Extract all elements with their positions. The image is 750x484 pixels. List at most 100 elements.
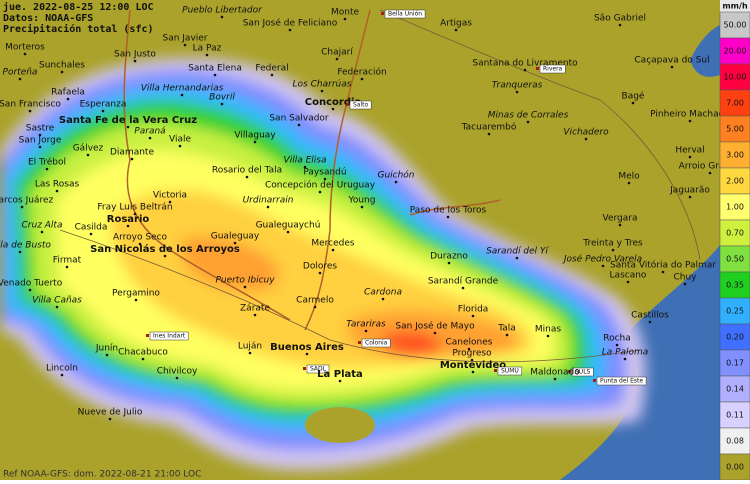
place-dot xyxy=(360,77,364,81)
place-label: Sarandí Grande xyxy=(428,277,499,287)
place-dot xyxy=(318,190,322,194)
place-label: Minas de Corrales xyxy=(488,111,569,121)
place-label: Santa Vitória do Palmar xyxy=(610,260,716,271)
place-dot xyxy=(611,248,615,252)
place-dot xyxy=(141,357,145,361)
place-label: Arroyo Seco xyxy=(113,233,168,243)
legend-label: 0.14 xyxy=(726,385,744,394)
place-dot xyxy=(297,123,301,127)
place-label: Bagé xyxy=(622,91,645,102)
legend-label: 0.11 xyxy=(726,411,744,420)
station-marker xyxy=(358,341,361,344)
place-label: Pergamino xyxy=(112,289,160,299)
place-label: Tacuarembó xyxy=(461,122,517,133)
place-label: San Jorge xyxy=(19,136,62,146)
legend-label: 7.00 xyxy=(726,99,744,108)
station-label: SULS xyxy=(575,369,591,376)
place-label: Florida xyxy=(458,305,489,315)
place-label: Guichón xyxy=(377,170,414,181)
place-label: Lascano xyxy=(610,271,647,281)
place-label: Gualeguay xyxy=(211,232,260,242)
place-label: Castillos xyxy=(631,311,669,321)
place-dot xyxy=(23,52,27,56)
place-dot xyxy=(683,282,687,286)
place-label: Cruz Alta xyxy=(22,221,63,231)
place-dot xyxy=(360,205,364,209)
station-marker xyxy=(494,369,497,372)
legend-swatch xyxy=(719,297,750,325)
place-label: Federal xyxy=(255,64,288,74)
place-dot xyxy=(138,242,142,246)
place-label: Monte xyxy=(331,8,360,18)
place-dot xyxy=(28,109,32,113)
station-label: SUMU xyxy=(501,368,519,375)
station-box xyxy=(361,338,391,348)
legend-swatch xyxy=(719,323,750,351)
place-label: Federación xyxy=(337,67,386,78)
station-marker xyxy=(593,379,596,382)
place-dot xyxy=(286,230,290,234)
legend-swatch xyxy=(719,193,750,221)
place-dot xyxy=(248,351,252,355)
place-dot xyxy=(55,189,59,193)
place-dot xyxy=(526,120,530,124)
footer: Ref NOAA-GFS: dom. 2022-08-21 21:00 LOC xyxy=(3,470,201,480)
legend-unit: mm/h xyxy=(722,2,748,11)
place-dot xyxy=(288,28,292,32)
place-dot xyxy=(183,43,187,47)
place-dot xyxy=(454,28,458,32)
place-dot xyxy=(447,261,451,265)
legend-swatch xyxy=(719,63,750,91)
place-dot xyxy=(65,265,69,269)
place-label: Tala xyxy=(497,324,516,334)
place-dot xyxy=(305,352,309,356)
place-label: Canelones xyxy=(446,338,493,348)
station-marker xyxy=(346,103,349,106)
station-label: Salto xyxy=(353,102,369,109)
place-label: Santa Fe de la Vera Cruz xyxy=(59,115,197,126)
place-label: Porteña xyxy=(3,68,38,78)
place-dot xyxy=(470,358,474,362)
place-label: Marcos Juárez xyxy=(0,196,53,206)
place-dot xyxy=(243,285,247,289)
place-labels: Pueblo Libertador Monte Bella Unión Artigas… xyxy=(0,6,742,421)
legend-label: 3.00 xyxy=(726,151,744,160)
legend-label: 1.00 xyxy=(726,203,744,212)
station-marker xyxy=(536,67,539,70)
place-dot xyxy=(364,329,368,333)
place-dot xyxy=(471,314,475,318)
place-dot xyxy=(45,167,49,171)
legend-label: 0.00 xyxy=(726,463,744,472)
station-box xyxy=(384,9,426,19)
place-dot xyxy=(688,155,692,159)
header-line: jue. 2022-08-25 12:00 LOC xyxy=(3,1,154,13)
station-marker xyxy=(381,12,384,15)
place-dot xyxy=(320,89,324,93)
place-label: São Gabriel xyxy=(594,14,646,24)
place-label: Chacabuco xyxy=(118,348,168,358)
place-label: Durazno xyxy=(430,252,468,262)
place-label: Vergara xyxy=(603,214,638,224)
place-dot xyxy=(618,223,622,227)
station-label: Rivera xyxy=(543,66,563,73)
place-label: Villa de Busto xyxy=(0,241,51,251)
legend-label: 0.35 xyxy=(726,281,744,290)
place-dot xyxy=(60,70,64,74)
place-dot xyxy=(708,171,712,175)
legend-swatch xyxy=(719,349,750,377)
place-label: Caçapava do Sul xyxy=(634,56,709,66)
place-label: Villa Elisa xyxy=(284,156,327,166)
header-line: Datos: NOAA-GFS xyxy=(3,13,93,24)
place-dot xyxy=(55,305,59,309)
place-label: San Nicolás de los Arroyos xyxy=(90,243,240,255)
place-dot xyxy=(220,102,224,106)
place-label: San Salvador xyxy=(269,114,329,124)
place-dot xyxy=(467,347,471,351)
place-label: San Justo xyxy=(114,50,156,60)
place-dot xyxy=(688,195,692,199)
place-dot xyxy=(688,119,692,123)
place-dot xyxy=(623,357,627,361)
place-label: Herval xyxy=(675,146,704,156)
place-label: Montevideo xyxy=(440,360,506,371)
